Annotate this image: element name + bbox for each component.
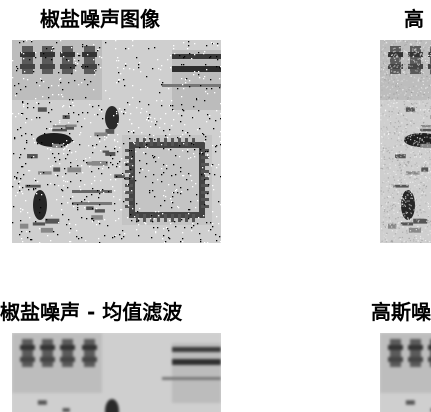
gaussian-filter-image	[380, 333, 431, 412]
gaussian-noise-image	[380, 40, 431, 243]
panel-title-1: 椒盐噪声图像	[40, 7, 160, 31]
salt-pepper-noise-image	[12, 40, 221, 243]
panel-title-2: 高	[404, 7, 424, 31]
panel-title-3: 椒盐噪声 - 均值滤波	[0, 300, 183, 324]
salt-pepper-mean-filter-image	[12, 333, 221, 412]
panel-title-4: 高斯噪	[371, 300, 431, 324]
